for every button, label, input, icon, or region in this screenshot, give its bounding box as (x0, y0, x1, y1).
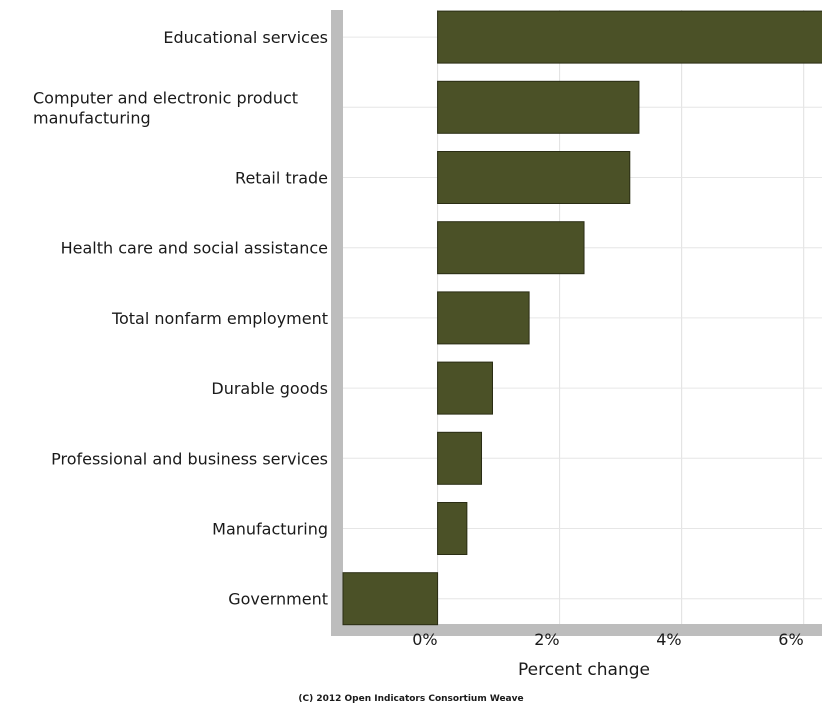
x-axis-title: Percent change (518, 660, 650, 680)
bar (437, 221, 585, 275)
bar (342, 572, 439, 626)
bar (437, 361, 493, 415)
x-tick-label: 0% (412, 630, 437, 649)
x-tick-labels: 0% 2% 4% 6% (412, 630, 804, 649)
bar (437, 291, 530, 345)
bar (437, 502, 468, 555)
bars (342, 10, 822, 626)
x-axis-bar (331, 624, 822, 636)
category-label: Educational services (163, 28, 328, 47)
category-label: Durable goods (211, 379, 328, 398)
bar (437, 10, 822, 64)
category-label: Total nonfarm employment (111, 309, 328, 328)
category-labels: Educational services Computer and electro… (33, 28, 328, 609)
bar (437, 80, 640, 134)
y-axis-bar (331, 10, 343, 636)
category-label: Computer and electronic product (33, 88, 298, 107)
x-tick-label: 6% (778, 630, 803, 649)
credit-text: (C) 2012 Open Indicators Consortium Weav… (298, 694, 524, 704)
category-label: Retail trade (235, 169, 328, 188)
bar (437, 151, 631, 204)
x-tick-label: 2% (534, 630, 559, 649)
x-tick-label: 4% (656, 630, 681, 649)
category-label: manufacturing (33, 108, 151, 127)
category-label: Health care and social assistance (61, 239, 328, 258)
bar (437, 431, 483, 485)
category-label: Professional and business services (51, 449, 328, 468)
category-label: Government (228, 590, 328, 609)
category-label: Manufacturing (212, 520, 328, 539)
